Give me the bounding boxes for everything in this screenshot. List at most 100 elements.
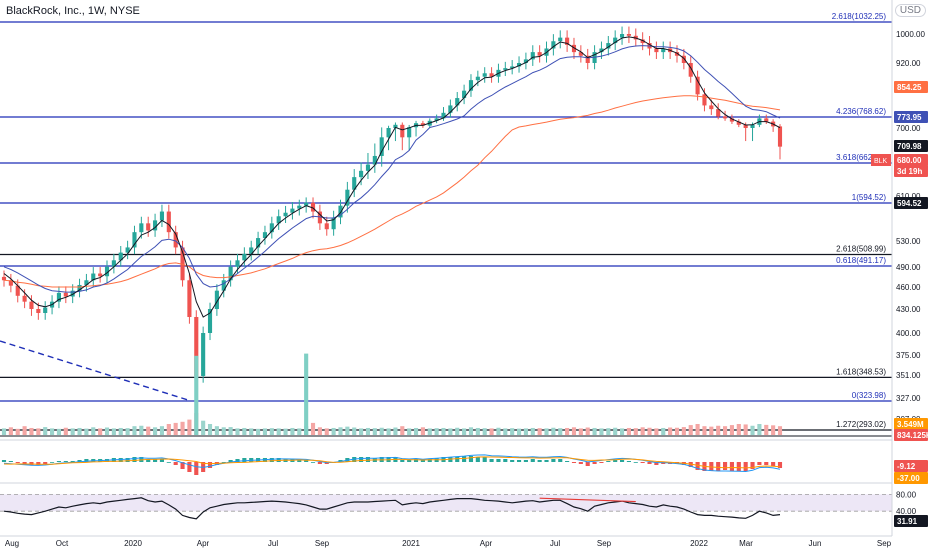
volume-bar	[702, 426, 707, 435]
volume-bar	[537, 428, 542, 435]
candle-body	[104, 266, 110, 277]
price-tick-label: 430.00	[896, 305, 921, 314]
time-tick-label: Sep	[877, 539, 892, 548]
macd-bar	[633, 462, 638, 463]
volume-bar	[619, 428, 625, 435]
candle-body	[523, 59, 528, 63]
volume-spike-bar	[194, 355, 199, 435]
candle-body	[262, 232, 268, 239]
volume-bar	[56, 428, 61, 435]
volume-bar	[290, 427, 295, 435]
candle-body	[118, 252, 123, 261]
rsi-tick-label: 80.00	[896, 490, 917, 499]
volume-bar	[15, 428, 20, 435]
candle-body	[468, 80, 474, 91]
price-tick-label: 351.00	[896, 371, 921, 380]
candle-body	[702, 94, 707, 106]
macd-bar	[757, 462, 762, 465]
volume-bar	[565, 427, 570, 435]
candle-body	[379, 137, 384, 156]
ema-fast-line	[3, 36, 781, 318]
symbol-badge: BLK	[874, 158, 888, 165]
candle-body	[283, 212, 288, 217]
macd-signal-line	[3, 456, 781, 469]
macd-bar	[455, 457, 460, 462]
macd-bar	[647, 462, 652, 464]
candle-body	[386, 128, 391, 138]
price-axis[interactable]: 1000.00920.00850.00700.00610.00530.00490…	[891, 0, 932, 536]
candle-body	[125, 247, 130, 253]
candle-body	[400, 124, 405, 138]
candle-body	[420, 123, 425, 126]
candle-body	[688, 63, 693, 77]
volume-badge-bg	[894, 418, 928, 430]
macd-bar	[537, 460, 542, 462]
candle-body	[317, 211, 322, 224]
volume-bar	[104, 427, 110, 435]
candle-body	[91, 273, 96, 281]
candle-body	[43, 307, 48, 313]
time-axis-bg	[0, 536, 932, 550]
candle-body	[571, 44, 577, 53]
volume-bar	[345, 426, 350, 435]
macd-bar	[146, 459, 151, 462]
volume-bar	[262, 428, 268, 435]
candle-body	[159, 211, 165, 221]
volume-bar	[166, 424, 171, 435]
macd-bar	[310, 462, 316, 463]
macd-bar	[475, 457, 480, 462]
level-label: 3.618(662.46)	[836, 153, 886, 162]
volume-bar	[242, 427, 247, 435]
volume-bar	[317, 427, 322, 435]
candle-body	[63, 292, 68, 297]
level-label: 1(594.52)	[852, 193, 887, 202]
volume-bar	[613, 427, 618, 435]
macd-bar	[166, 462, 171, 463]
macd-bar	[173, 462, 178, 465]
volume-bar	[63, 427, 68, 435]
volume-bar	[599, 428, 604, 435]
currency-button[interactable]: USD	[894, 4, 926, 17]
candle-body	[599, 48, 604, 53]
candle-body	[489, 73, 494, 77]
candle-body	[338, 205, 343, 218]
volume-bar	[146, 426, 151, 435]
macd-bar	[228, 460, 233, 462]
volume-bar	[681, 427, 686, 435]
dashed-trendline	[0, 340, 189, 401]
volume-bar	[709, 426, 714, 435]
volume-bar	[214, 426, 219, 435]
price-badge-bg	[894, 111, 928, 123]
price-tick-label: 460.00	[896, 283, 921, 292]
macd-bar	[544, 460, 549, 462]
volume-bar	[372, 428, 377, 435]
volume-bar	[420, 427, 425, 435]
candle-body	[716, 109, 721, 117]
macd-bar	[592, 462, 597, 464]
macd-bar	[22, 462, 27, 464]
volume-bar	[407, 428, 412, 435]
macd-bar	[565, 461, 570, 462]
macd-bar	[558, 459, 563, 462]
macd-bar	[407, 460, 412, 462]
volume-bar	[482, 428, 487, 435]
macd-bar	[530, 459, 535, 462]
candle-body	[626, 34, 631, 36]
macd-bar	[159, 459, 165, 462]
macd-bar	[496, 459, 501, 462]
time-tick-label: 2022	[690, 539, 708, 548]
candle-body	[352, 177, 357, 190]
volume-pane	[0, 353, 892, 437]
candle-body	[98, 273, 103, 277]
time-tick-label: Apr	[480, 539, 493, 548]
candle-body	[455, 98, 460, 106]
time-axis[interactable]: Aug Oct 2020 Apr Jul Sep 2021 Apr Jul Sep 2022 Mar J…	[0, 535, 932, 550]
price-badge: 3d 19h	[897, 167, 922, 176]
volume-bar	[544, 428, 549, 435]
macd-bar	[365, 457, 371, 462]
candle-body	[345, 189, 350, 206]
volume-bar	[228, 427, 233, 435]
macd-bar	[606, 461, 611, 462]
macd-bar	[235, 459, 240, 462]
